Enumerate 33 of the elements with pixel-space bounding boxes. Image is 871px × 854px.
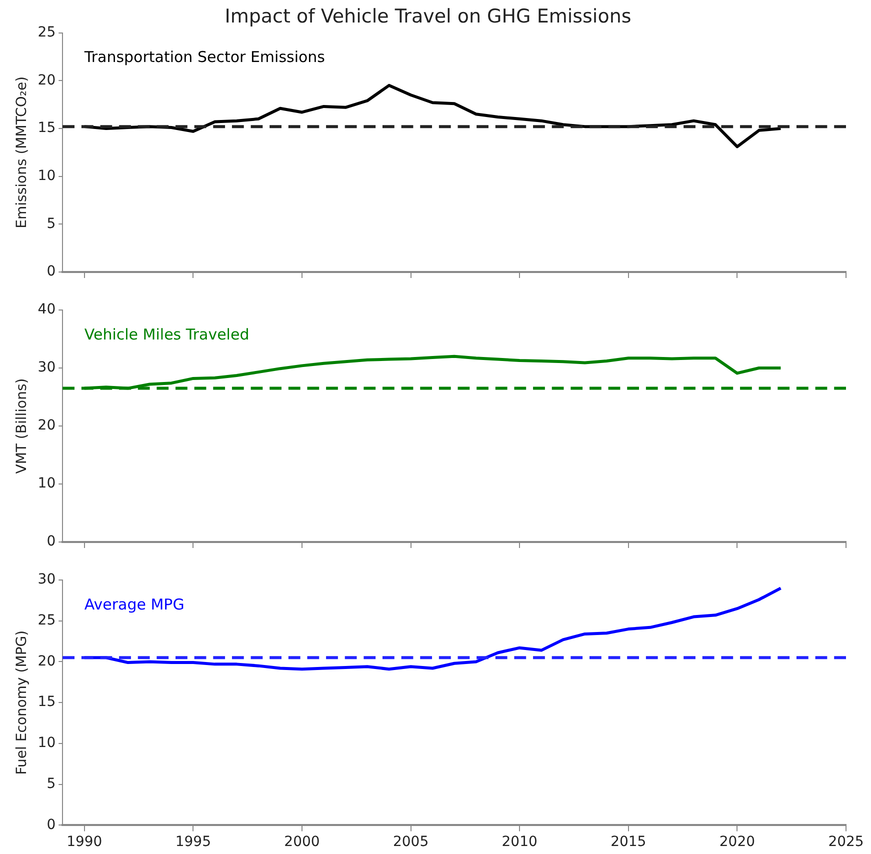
- x-tick-label: 2020: [719, 834, 756, 850]
- x-tick-label: 2015: [610, 834, 646, 850]
- x-tick-label: 2010: [502, 834, 538, 850]
- y-tick-label: 25: [38, 24, 56, 40]
- y-tick-label: 5: [46, 216, 56, 232]
- y-tick-label: 5: [46, 776, 56, 792]
- y-tick-label: 15: [38, 694, 56, 710]
- x-tick-label: 1995: [175, 834, 211, 850]
- y-tick-label: 30: [38, 360, 56, 376]
- y-tick-label: 15: [38, 120, 56, 136]
- y-tick-label: 20: [38, 653, 56, 670]
- chart-title: Impact of Vehicle Travel on GHG Emissions: [224, 5, 632, 28]
- x-tick-label: 2000: [284, 834, 320, 850]
- y-tick-label: 20: [38, 418, 56, 434]
- x-tick-label: 2005: [392, 834, 429, 850]
- x-tick-label: 1990: [66, 834, 102, 850]
- y-tick-label: 10: [38, 476, 56, 492]
- y-tick-label: 10: [38, 168, 56, 184]
- y-tick-label: 10: [38, 735, 56, 752]
- series-label: Vehicle Miles Traveled: [84, 325, 250, 344]
- y-tick-label: 25: [38, 612, 56, 629]
- y-axis-title: VMT (Billions): [14, 378, 30, 474]
- y-tick-label: 20: [38, 72, 56, 88]
- y-axis-title: Fuel Economy (MPG): [14, 630, 30, 775]
- text: Transportation Sector Emissions: [83, 48, 326, 66]
- y-tick-label: 30: [38, 572, 56, 588]
- y-tick-label: 0: [46, 816, 56, 833]
- text: Average MPG: [84, 595, 184, 614]
- y-tick-label: 0: [46, 534, 56, 550]
- y-tick-label: 40: [38, 302, 56, 318]
- y-tick-label: 0: [46, 264, 56, 280]
- y-axis-title: Emissions (MMTCO₂e): [14, 76, 30, 228]
- x-tick-label: 2025: [828, 834, 864, 850]
